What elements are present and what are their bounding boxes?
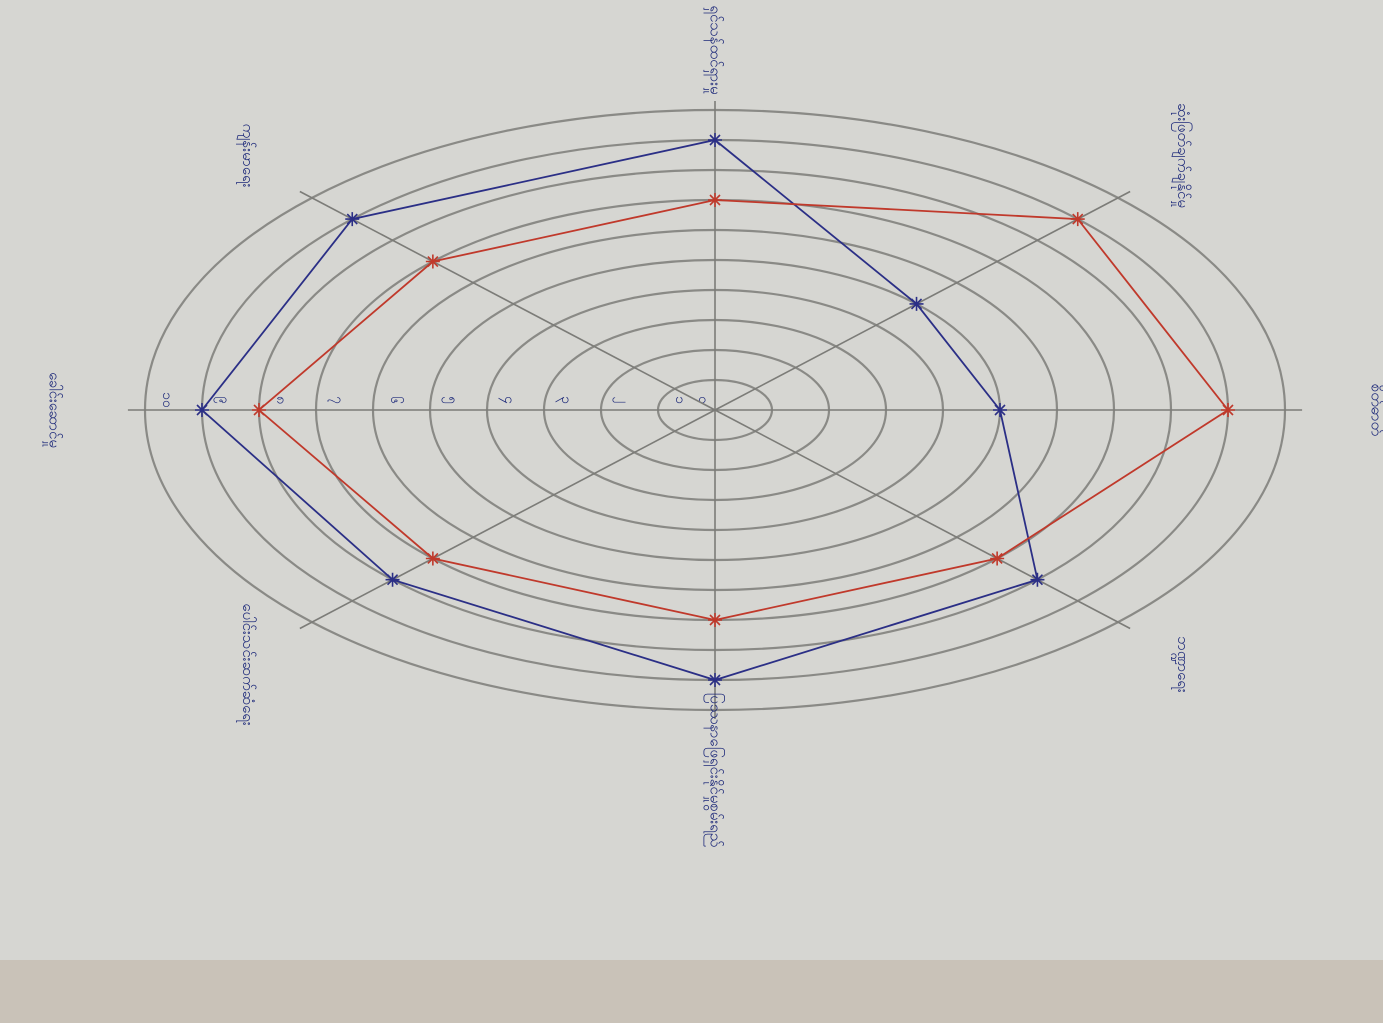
axis-spoke xyxy=(299,190,716,411)
axis-spoke xyxy=(714,409,1131,630)
star-marker xyxy=(1030,572,1045,587)
r-tick-label: ၀ xyxy=(695,396,711,404)
axis-label: ပြဿနာဖြေရှင်းနိုင်မှုစွမ်းရည် xyxy=(704,693,726,848)
star-marker xyxy=(993,403,1007,417)
star-marker xyxy=(1221,403,1235,417)
r-tick-label: ၄ xyxy=(499,396,517,404)
axis-spoke xyxy=(714,190,1131,411)
axis-label: ရှင်သန်ထင်ရှားမှု xyxy=(704,5,725,94)
r-tick-label: ၁၀ xyxy=(159,392,175,408)
r-tick-label: ၃ xyxy=(556,396,574,404)
star-marker xyxy=(425,551,440,566)
axis-label: စိတ်ဓာတ် xyxy=(1368,384,1383,436)
star-marker xyxy=(708,193,722,207)
star-marker xyxy=(708,613,722,627)
axis-spoke xyxy=(299,409,716,630)
star-marker xyxy=(909,296,924,311)
star-marker xyxy=(1070,212,1085,227)
star-marker xyxy=(425,254,440,269)
r-tick-label: ၅ xyxy=(442,396,460,404)
axis-label: ကျန်းမာရေး xyxy=(236,123,257,187)
r-tick-label: ၇ xyxy=(328,396,346,404)
star-marker xyxy=(345,212,360,227)
r-tick-label: ၁ xyxy=(672,396,688,404)
axis-label: ခေါင်းဆောင်မှု xyxy=(42,372,63,448)
r-tick-label: ၈ xyxy=(273,396,289,404)
table-edge xyxy=(0,960,1383,1023)
axis-label: ပေါင်းသင်းဆက်ဆံရေး xyxy=(236,603,257,725)
star-marker xyxy=(990,551,1005,566)
star-marker xyxy=(708,133,722,147)
r-tick-label: ၉ xyxy=(214,396,232,404)
axis-label: ဘဏ္ဍာရေး xyxy=(1171,636,1192,692)
star-marker xyxy=(385,572,400,587)
r-tick-label: ၂ xyxy=(613,397,631,404)
axis-label: ဆုံးဖြတ်ချက်ချနိုင်မှု xyxy=(1171,103,1193,208)
r-tick-label: ၆ xyxy=(387,396,403,404)
star-marker xyxy=(708,673,722,687)
star-marker xyxy=(195,403,209,417)
star-marker xyxy=(252,403,266,417)
